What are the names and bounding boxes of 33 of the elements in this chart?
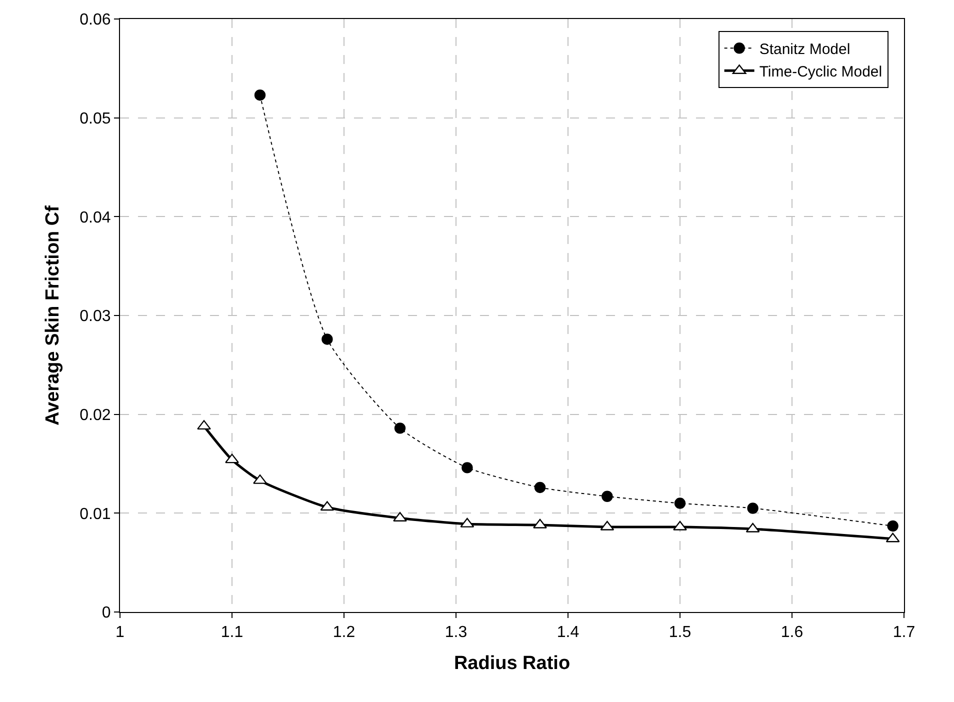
point [533,518,547,528]
point [674,498,686,509]
x-tick-label: 1.1 [220,624,244,642]
y-tick-label: 0.02 [80,406,111,424]
y-tick-label: 0.04 [80,209,111,226]
x-tick-label: 1.5 [668,624,692,642]
legend-label: Stanitz Model [759,40,850,58]
x-tick-label: 1.3 [444,624,468,642]
point [253,474,267,484]
x-tick-label: 1.7 [892,624,916,642]
y-tick-label: 0.06 [80,12,111,29]
x-tick-label: 1.6 [780,624,804,642]
point [534,482,546,494]
x-tick-label: 1.4 [556,624,580,642]
x-tick-label: 1.2 [332,624,356,642]
point [254,90,266,101]
y-tick-label: 0.05 [80,110,111,128]
legend-label: Time-Cyclic Model [759,63,882,80]
point [673,520,687,530]
point [747,502,758,514]
y-tick-label: 0.01 [80,506,111,523]
point [394,422,406,434]
y-axis-title: Average Skin Friction Cf [42,204,64,426]
point [602,490,613,502]
point [887,520,898,532]
x-axis-title: Radius Ratio [454,653,570,674]
point [462,462,473,474]
y-tick-label: 0.03 [80,308,111,326]
x-tick-label: 1 [116,624,125,642]
point [322,334,333,345]
point [225,454,239,464]
y-tick-label: 0 [102,604,111,622]
point [197,420,211,430]
